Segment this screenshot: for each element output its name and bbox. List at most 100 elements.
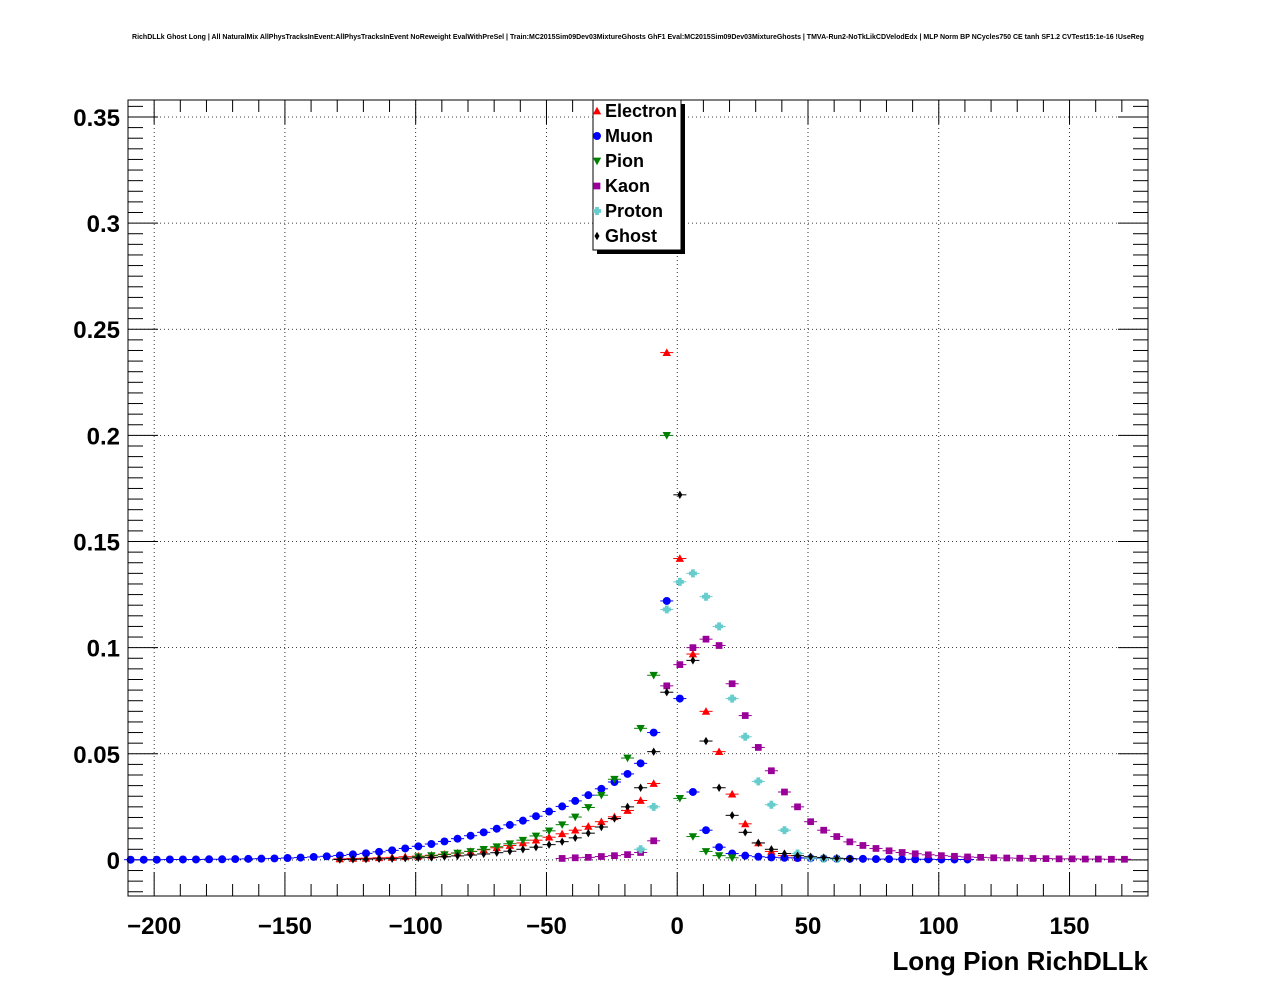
data-point-muon — [636, 759, 645, 768]
data-point-ghost — [847, 854, 853, 863]
data-point-electron — [636, 796, 645, 804]
y-tick-label: 0.3 — [87, 211, 120, 238]
legend-marker-proton — [593, 207, 601, 215]
data-point-muon — [362, 849, 370, 858]
data-point-ghost — [415, 853, 421, 862]
data-point-kaon — [1108, 855, 1115, 863]
data-point-kaon — [598, 853, 605, 860]
data-point-pion — [518, 836, 528, 845]
data-point-muon — [741, 851, 750, 860]
data-point-pion — [531, 832, 541, 841]
data-point-ghost — [781, 849, 787, 858]
data-point-muon — [675, 694, 684, 703]
data-point-muon — [388, 846, 397, 855]
data-point-kaon — [689, 644, 697, 652]
legend-label-electron: Electron — [605, 101, 677, 121]
data-point-proton — [688, 569, 697, 578]
data-point-kaon — [1121, 855, 1128, 863]
data-point-pion — [688, 833, 698, 841]
data-point-kaon — [872, 845, 880, 852]
data-point-muon — [872, 855, 880, 864]
data-point-pion — [597, 791, 606, 800]
data-point-kaon — [898, 849, 906, 856]
data-point-muon — [715, 843, 724, 852]
data-point-muon — [649, 728, 658, 737]
data-point-kaon — [702, 635, 710, 643]
y-tick-label: 0.05 — [73, 742, 120, 769]
data-point-ghost — [402, 854, 408, 863]
data-point-pion — [492, 843, 501, 851]
data-point-kaon — [911, 850, 919, 858]
data-point-muon — [427, 840, 436, 848]
legend-marker-electron — [592, 106, 602, 115]
data-point-muon — [767, 853, 776, 862]
data-point-electron — [701, 707, 711, 715]
data-point-muon — [178, 855, 187, 864]
data-point-muon — [597, 784, 606, 793]
data-point-ghost — [585, 828, 591, 838]
x-axis-title: Long Pion RichDLLk — [892, 946, 1148, 976]
series-kaon — [555, 635, 1131, 863]
data-point-ghost — [808, 852, 814, 861]
data-point-muon — [218, 855, 227, 864]
data-point-kaon — [1068, 855, 1076, 863]
data-point-kaon — [611, 852, 618, 860]
data-point-muon — [571, 796, 580, 805]
data-point-proton — [741, 732, 750, 741]
data-point-proton — [702, 592, 710, 601]
data-point-kaon — [1016, 854, 1024, 862]
data-point-ghost — [533, 842, 539, 852]
data-point-muon — [205, 855, 214, 864]
data-point-electron — [714, 747, 724, 756]
data-point-muon — [780, 853, 789, 862]
data-point-kaon — [807, 818, 814, 826]
data-point-ghost — [507, 847, 513, 856]
data-point-muon — [466, 831, 475, 840]
data-point-proton — [715, 622, 724, 631]
x-tick-labels: −200 −150 −100 −50 0 50 100 150 — [127, 913, 1089, 940]
data-point-muon — [518, 816, 527, 825]
data-point-ghost — [455, 851, 461, 861]
data-point-ghost — [350, 855, 356, 864]
legend-label-pion: Pion — [605, 151, 644, 171]
legend-marker-ghost — [594, 231, 600, 241]
legend-label-kaon: Kaon — [605, 176, 650, 196]
data-point-pion — [610, 775, 619, 784]
data-point-muon — [244, 854, 253, 863]
x-tick-label: 150 — [1050, 913, 1090, 940]
data-point-muon — [165, 855, 174, 864]
data-point-proton — [754, 777, 763, 786]
data-point-kaon — [728, 680, 736, 688]
data-point-kaon — [624, 851, 631, 858]
legend-box — [592, 99, 682, 251]
data-point-muon — [192, 855, 200, 864]
data-point-muon — [414, 842, 423, 851]
data-point-ghost — [755, 838, 761, 848]
data-point-kaon — [663, 682, 671, 690]
data-point-muon — [139, 855, 148, 864]
data-point-ghost — [598, 822, 604, 832]
x-tick-label: −100 — [389, 913, 443, 940]
data-point-ghost — [638, 783, 644, 792]
data-point-kaon — [584, 854, 592, 861]
y-tick-label: 0.1 — [87, 636, 120, 663]
data-point-kaon — [1055, 855, 1063, 863]
data-point-muon — [898, 855, 907, 864]
data-point-electron — [688, 649, 698, 658]
data-point-proton — [675, 577, 684, 586]
data-point-pion — [662, 432, 671, 440]
data-point-muon — [505, 820, 514, 829]
data-point-pion — [584, 804, 593, 812]
data-point-muon — [296, 853, 305, 862]
page-title: RichDLLk Ghost Long | All NaturalMix All… — [132, 34, 1144, 41]
data-point-pion — [727, 854, 737, 862]
data-point-kaon — [859, 842, 867, 849]
data-point-ghost — [559, 837, 565, 846]
data-point-proton — [636, 845, 645, 854]
y-tick-label: 0.35 — [73, 105, 120, 132]
x-tick-label: −200 — [127, 913, 181, 940]
data-point-electron — [584, 822, 593, 830]
data-point-muon — [322, 852, 331, 861]
series-ghost — [333, 490, 857, 864]
data-point-muon — [152, 855, 161, 864]
